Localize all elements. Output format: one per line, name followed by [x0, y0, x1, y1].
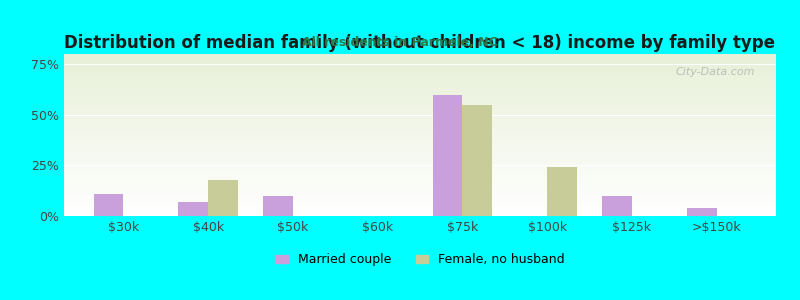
Bar [602, 196, 632, 216]
Legend: Married couple, Female, no husband: Married couple, Female, no husband [270, 248, 570, 271]
Bar [687, 208, 717, 216]
Title: Distribution of median family (without children < 18) income by family type: Distribution of median family (without c… [65, 34, 775, 52]
Bar [208, 179, 238, 216]
Bar [433, 94, 462, 216]
Text: City-Data.com: City-Data.com [675, 67, 754, 77]
Bar [94, 194, 123, 216]
Bar [462, 105, 492, 216]
Bar [263, 196, 293, 216]
Text: All residents in Parmele, NC: All residents in Parmele, NC [302, 36, 498, 49]
Bar [547, 167, 577, 216]
Bar [178, 202, 208, 216]
